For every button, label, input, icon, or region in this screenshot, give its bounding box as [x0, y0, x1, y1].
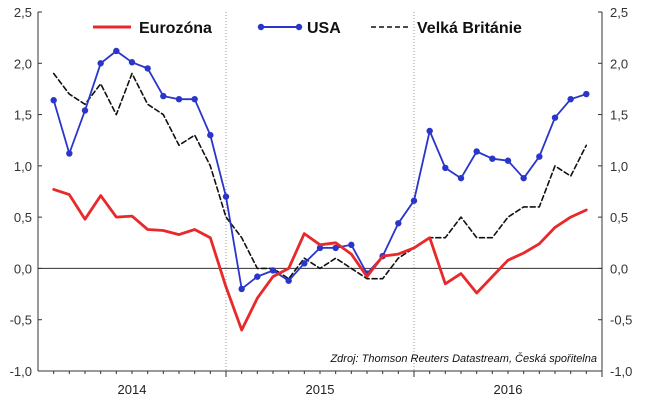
usa-point	[583, 90, 590, 98]
usa-point	[457, 174, 465, 182]
usa-point	[410, 197, 418, 204]
usa-point	[191, 95, 198, 103]
y-tick-label-left: 0,0	[14, 261, 32, 276]
usa-point	[536, 153, 543, 160]
x-axis-year-labels: 2014 2015 2016	[118, 382, 523, 397]
y-tick-label-left: 1,0	[14, 159, 32, 174]
usa-point	[489, 155, 496, 162]
y-tick-label-right: 0,5	[610, 210, 628, 225]
legend-label: Velká Británie	[417, 20, 522, 37]
series-line-1	[52, 50, 588, 290]
usa-point	[504, 157, 512, 164]
usa-point	[50, 97, 57, 104]
year-label: 2016	[494, 382, 523, 397]
y-tick-label-right: -1,0	[610, 364, 632, 379]
legend-label: Eurozóna	[139, 20, 212, 37]
usa-point	[97, 60, 104, 67]
y-axis-left-labels: -1,0 -0,5 0,0 0,5 1,0 1,5 2,0 2,5	[10, 5, 32, 379]
y-tick-label-left: 2,5	[14, 5, 32, 20]
usa-point	[316, 244, 324, 252]
y-tick-label-right: 0,0	[610, 261, 628, 276]
usa-point	[238, 285, 245, 293]
y-tick-label-left: 0,5	[14, 210, 32, 225]
usa-point	[301, 260, 308, 267]
usa-point	[66, 150, 73, 157]
y-tick-label-right: 2,5	[610, 5, 628, 20]
y-tick-label-left: 1,5	[14, 108, 32, 123]
usa-point	[113, 47, 120, 55]
usa-point	[254, 273, 261, 280]
series-line-2	[52, 72, 588, 280]
year-label: 2015	[306, 382, 335, 397]
axes	[37, 11, 603, 377]
legend-marker-point	[257, 23, 265, 31]
usa-point	[269, 267, 277, 274]
y-tick-label-left: -0,5	[10, 313, 32, 328]
usa-point	[426, 127, 433, 135]
usa-point	[207, 131, 214, 139]
usa-point	[128, 59, 136, 66]
usa-point	[520, 174, 527, 182]
usa-point	[442, 164, 449, 172]
source-note: Zdroj: Thomson Reuters Datastream, Česká…	[329, 352, 597, 365]
usa-point	[285, 277, 292, 284]
y-axis-right-labels: -1,0 -0,5 0,0 0,5 1,0 1,5 2,0 2,5	[610, 5, 632, 379]
usa-point	[332, 244, 339, 252]
usa-point	[160, 92, 167, 100]
y-tick-label-left: 2,0	[14, 56, 32, 71]
usa-point	[144, 65, 151, 72]
usa-point	[551, 114, 559, 121]
usa-point	[395, 220, 402, 227]
usa-point	[473, 148, 480, 155]
series-lines	[50, 47, 590, 332]
legend-marker-point	[295, 23, 303, 31]
usa-point	[222, 193, 230, 200]
y-tick-label-right: 1,5	[610, 108, 628, 123]
series-line-0	[52, 187, 588, 332]
y-tick-label-right: 2,0	[610, 56, 628, 71]
usa-point	[348, 241, 355, 249]
usa-point	[567, 95, 574, 103]
y-tick-label-right: 1,0	[610, 159, 628, 174]
usa-point	[175, 95, 183, 103]
legend-label: USA	[307, 20, 341, 37]
y-tick-label-right: -0,5	[610, 313, 632, 328]
legend: Eurozóna USA Velká Británie	[93, 20, 522, 37]
year-label: 2014	[118, 382, 147, 397]
y-tick-label-left: -1,0	[10, 364, 32, 379]
usa-point	[81, 107, 89, 114]
